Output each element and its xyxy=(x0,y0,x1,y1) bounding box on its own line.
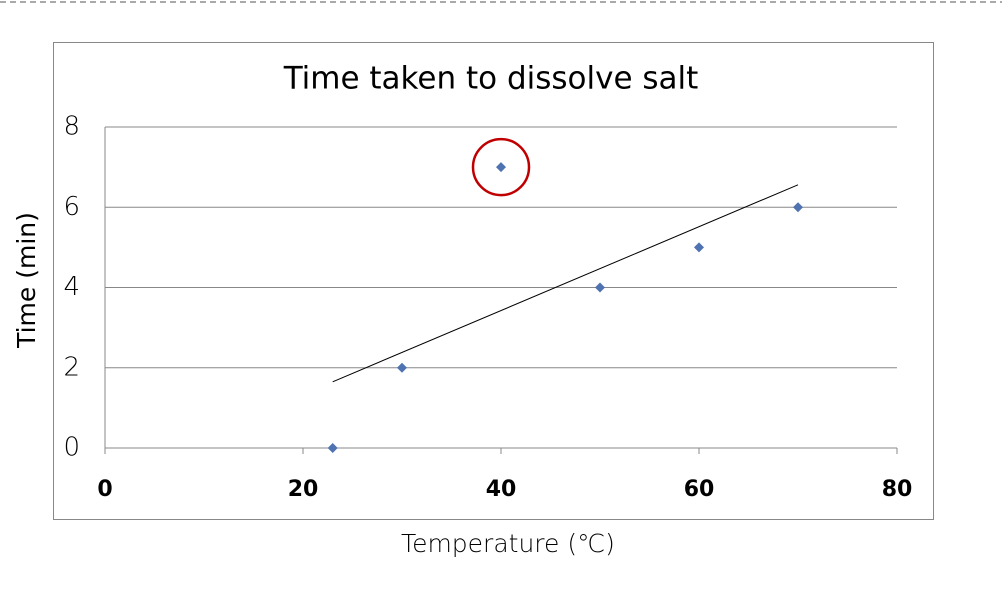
x-axis-label: Temperature (℃) xyxy=(401,529,615,558)
y-tick-label: 2 xyxy=(63,352,80,382)
data-point xyxy=(793,202,803,213)
y-axis-label: Time (min) xyxy=(12,212,41,349)
highlight-ring xyxy=(471,137,531,197)
chart-title: Time taken to dissolve salt xyxy=(283,61,699,97)
chart-frame xyxy=(53,42,934,520)
data-point xyxy=(694,242,704,253)
y-tick-label: 0 xyxy=(63,433,80,463)
trendline xyxy=(332,184,799,383)
x-tick-label: 40 xyxy=(486,477,517,502)
y-tick-label: 6 xyxy=(63,192,80,222)
data-point xyxy=(496,162,506,173)
x-tick-label: 20 xyxy=(288,477,319,502)
data-point xyxy=(327,443,338,453)
y-tick-label: 8 xyxy=(63,112,80,142)
x-tick-label: 0 xyxy=(97,477,112,502)
x-tick-label: 80 xyxy=(882,477,913,502)
x-tick-label: 60 xyxy=(684,477,715,502)
data-point xyxy=(397,362,407,373)
y-tick-label: 4 xyxy=(63,272,80,302)
data-point xyxy=(595,282,605,293)
